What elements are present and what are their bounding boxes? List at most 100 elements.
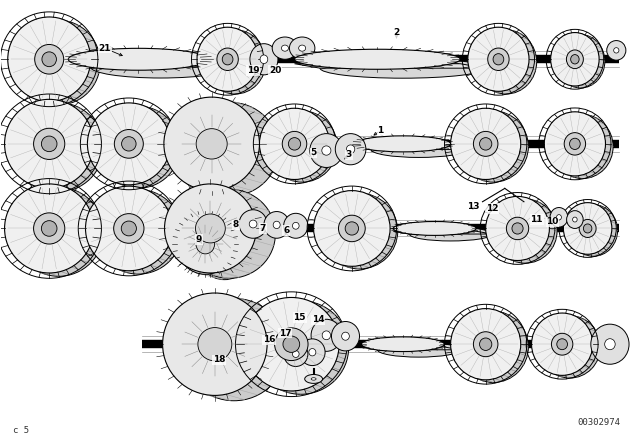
Ellipse shape: [121, 221, 136, 236]
Ellipse shape: [182, 298, 286, 401]
Ellipse shape: [300, 339, 325, 366]
Text: 3: 3: [346, 151, 352, 159]
Ellipse shape: [284, 213, 308, 238]
Ellipse shape: [196, 129, 227, 159]
Ellipse shape: [479, 338, 492, 350]
Text: c 5: c 5: [13, 426, 29, 435]
Polygon shape: [362, 347, 460, 350]
Ellipse shape: [273, 221, 280, 228]
Ellipse shape: [346, 145, 355, 154]
Ellipse shape: [292, 222, 299, 229]
Text: 16: 16: [263, 335, 275, 344]
Text: 13: 13: [467, 202, 479, 211]
Ellipse shape: [479, 138, 492, 150]
Ellipse shape: [283, 336, 300, 353]
Ellipse shape: [42, 136, 57, 152]
Ellipse shape: [540, 316, 600, 378]
Ellipse shape: [474, 131, 498, 156]
Polygon shape: [294, 64, 486, 68]
Ellipse shape: [299, 45, 306, 51]
Ellipse shape: [259, 108, 330, 180]
Ellipse shape: [197, 27, 258, 91]
Ellipse shape: [42, 221, 57, 236]
Ellipse shape: [607, 41, 626, 60]
Ellipse shape: [184, 189, 275, 278]
Ellipse shape: [488, 48, 509, 70]
Ellipse shape: [115, 129, 143, 158]
Ellipse shape: [451, 309, 521, 380]
Ellipse shape: [314, 190, 390, 266]
Ellipse shape: [217, 48, 238, 70]
Ellipse shape: [486, 196, 549, 260]
Ellipse shape: [14, 103, 103, 192]
Text: 5: 5: [310, 148, 317, 157]
Text: 1: 1: [378, 126, 383, 135]
Text: 7: 7: [259, 224, 266, 233]
Text: 15: 15: [293, 313, 306, 322]
Ellipse shape: [570, 138, 580, 150]
Ellipse shape: [310, 134, 343, 168]
Ellipse shape: [68, 48, 209, 70]
Ellipse shape: [493, 199, 557, 263]
Ellipse shape: [294, 49, 460, 69]
Ellipse shape: [33, 128, 65, 159]
Ellipse shape: [566, 50, 584, 69]
Ellipse shape: [544, 112, 605, 176]
Ellipse shape: [33, 213, 65, 244]
Ellipse shape: [42, 52, 56, 67]
Ellipse shape: [322, 331, 331, 340]
Text: 21: 21: [99, 43, 111, 52]
Text: 9: 9: [196, 235, 202, 244]
Ellipse shape: [468, 27, 529, 91]
Ellipse shape: [4, 99, 94, 188]
Ellipse shape: [17, 20, 100, 105]
Ellipse shape: [571, 55, 579, 64]
Ellipse shape: [605, 339, 615, 350]
Ellipse shape: [355, 136, 451, 152]
Ellipse shape: [305, 375, 323, 383]
Ellipse shape: [311, 319, 342, 351]
Ellipse shape: [91, 56, 231, 78]
Ellipse shape: [342, 332, 349, 340]
Text: 8: 8: [233, 220, 239, 229]
Ellipse shape: [458, 311, 529, 383]
Ellipse shape: [163, 293, 267, 396]
Ellipse shape: [493, 54, 504, 65]
Ellipse shape: [239, 210, 267, 238]
Ellipse shape: [557, 215, 561, 220]
Text: 12: 12: [486, 204, 499, 213]
Ellipse shape: [267, 111, 337, 182]
Ellipse shape: [205, 30, 266, 94]
Ellipse shape: [552, 333, 573, 355]
Ellipse shape: [579, 220, 596, 237]
Ellipse shape: [339, 215, 365, 242]
Text: 00302974: 00302974: [578, 418, 621, 426]
Ellipse shape: [566, 211, 583, 228]
Ellipse shape: [177, 214, 234, 274]
Text: 20: 20: [269, 66, 282, 75]
Ellipse shape: [556, 34, 605, 88]
Ellipse shape: [550, 33, 599, 86]
Text: 2: 2: [394, 28, 399, 37]
Ellipse shape: [282, 131, 307, 156]
Text: 6: 6: [283, 226, 289, 235]
Ellipse shape: [573, 217, 577, 222]
Text: 19: 19: [247, 66, 259, 75]
Ellipse shape: [458, 111, 529, 182]
Text: 10: 10: [547, 217, 559, 226]
Ellipse shape: [8, 17, 91, 102]
Polygon shape: [394, 231, 492, 234]
Ellipse shape: [345, 222, 358, 235]
Ellipse shape: [253, 301, 349, 394]
Ellipse shape: [512, 223, 523, 234]
Ellipse shape: [249, 220, 257, 228]
Ellipse shape: [584, 224, 592, 233]
Ellipse shape: [196, 234, 214, 254]
Ellipse shape: [476, 30, 537, 94]
Ellipse shape: [114, 214, 144, 243]
Ellipse shape: [282, 45, 289, 51]
Ellipse shape: [196, 219, 253, 280]
Ellipse shape: [311, 378, 316, 380]
Ellipse shape: [371, 142, 467, 157]
Ellipse shape: [322, 146, 331, 155]
